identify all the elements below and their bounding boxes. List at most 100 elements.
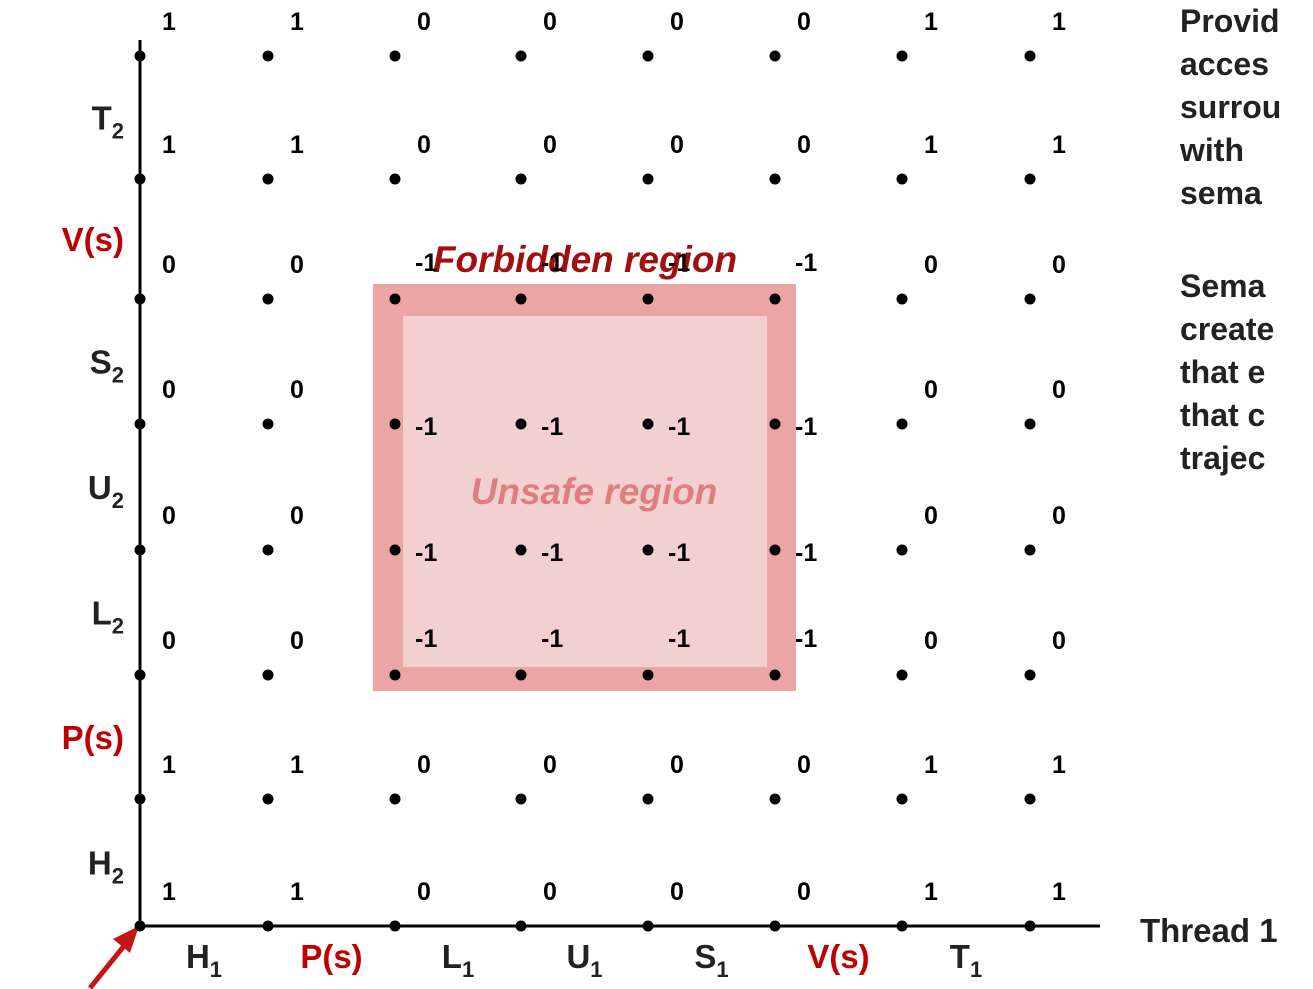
grid-value: 0 — [670, 8, 684, 36]
unsafe-region-label: Unsafe region — [471, 471, 718, 512]
grid-value: 0 — [290, 376, 304, 404]
side-line: sema — [1180, 175, 1262, 211]
x-axis-ticks: H1 P(s) L1 U1 S1 V(s) T1 — [186, 938, 982, 982]
grid-point — [1024, 50, 1036, 62]
grid-point — [389, 793, 401, 805]
side-description: Provid acces surrou with sema Sema creat… — [1180, 0, 1313, 480]
grid-value: 0 — [290, 627, 304, 655]
grid-values: 1 1 0 0 0 0 1 1 1 1 0 0 0 0 1 1 0 0 -1 -1 -1 -1 0 0 0 0 -1 -1 -1 -1 0 0… — [162, 8, 1066, 906]
grid-value: -1 — [668, 413, 690, 441]
grid-value: 1 — [290, 8, 304, 36]
grid-point — [134, 293, 146, 305]
grid-point — [769, 173, 781, 185]
grid-value: 1 — [162, 131, 176, 159]
grid-value: 1 — [1052, 751, 1066, 779]
grid-value: -1 — [668, 539, 690, 567]
y-tick-label: U2 — [88, 469, 124, 513]
grid-value: -1 — [541, 413, 563, 441]
grid-point — [896, 173, 908, 185]
grid-value: 0 — [924, 627, 938, 655]
grid-point — [769, 920, 781, 932]
grid-point — [262, 793, 274, 805]
grid-point — [389, 920, 401, 932]
grid-point — [1024, 544, 1036, 556]
grid-value: -1 — [668, 625, 690, 653]
grid-point — [1024, 173, 1036, 185]
grid-value: 1 — [290, 878, 304, 906]
grid-point — [1024, 669, 1036, 681]
grid-point — [769, 418, 781, 430]
grid-point — [896, 920, 908, 932]
grid-point — [515, 793, 527, 805]
grid-point — [515, 418, 527, 430]
x-tick-label: T1 — [950, 938, 982, 982]
unsafe-region — [403, 316, 767, 667]
grid-point — [642, 173, 654, 185]
grid-value: -1 — [795, 539, 817, 567]
grid-value: 0 — [797, 131, 811, 159]
side-line: surrou — [1180, 89, 1282, 125]
grid-value: 0 — [417, 131, 431, 159]
grid-value: 1 — [924, 878, 938, 906]
grid-point — [515, 920, 527, 932]
grid-value: 1 — [1052, 878, 1066, 906]
y-tick-label: L2 — [92, 595, 124, 639]
grid-point — [389, 544, 401, 556]
grid-value: 0 — [924, 376, 938, 404]
grid-point — [262, 920, 274, 932]
grid-point — [389, 173, 401, 185]
x-tick-label: U1 — [566, 938, 602, 982]
grid-point — [1024, 920, 1036, 932]
grid-point — [515, 173, 527, 185]
grid-point — [769, 544, 781, 556]
grid-value: -1 — [541, 625, 563, 653]
grid-point — [896, 669, 908, 681]
grid-value: 0 — [543, 131, 557, 159]
grid-value: 0 — [1052, 502, 1066, 530]
grid-point — [769, 293, 781, 305]
grid-value: 0 — [290, 251, 304, 279]
grid-value: -1 — [668, 249, 690, 277]
grid-value: 0 — [670, 878, 684, 906]
grid-point — [896, 793, 908, 805]
grid-point — [515, 293, 527, 305]
grid-point — [515, 669, 527, 681]
grid-value: 1 — [1052, 8, 1066, 36]
grid-point — [389, 669, 401, 681]
grid-value: 1 — [162, 878, 176, 906]
grid-value: 0 — [162, 251, 176, 279]
origin-arrow-icon — [88, 926, 139, 989]
grid-point — [262, 50, 274, 62]
grid-value: 0 — [417, 8, 431, 36]
grid-value: 0 — [924, 251, 938, 279]
grid-point — [769, 50, 781, 62]
paragraph-gap — [1180, 215, 1313, 265]
grid-point — [1024, 293, 1036, 305]
grid-value: 0 — [1052, 251, 1066, 279]
grid-point — [134, 418, 146, 430]
grid-point — [642, 920, 654, 932]
side-line: Sema — [1180, 268, 1266, 304]
grid-value: 0 — [924, 502, 938, 530]
grid-value: -1 — [415, 539, 437, 567]
grid-value: 0 — [1052, 376, 1066, 404]
grid-value: 0 — [797, 878, 811, 906]
grid-value: 0 — [417, 878, 431, 906]
x-tick-label: S1 — [694, 938, 728, 982]
side-line: create — [1180, 311, 1275, 347]
y-tick-label: S2 — [90, 344, 124, 388]
x-tick-label: P(s) — [300, 938, 362, 975]
grid-value: -1 — [415, 413, 437, 441]
grid-point — [262, 669, 274, 681]
grid-value: 0 — [1052, 627, 1066, 655]
grid-point — [1024, 793, 1036, 805]
grid-point — [896, 544, 908, 556]
grid-value: -1 — [795, 413, 817, 441]
grid-value: 0 — [797, 8, 811, 36]
grid-value: 1 — [924, 8, 938, 36]
grid-point — [134, 173, 146, 185]
grid-value: 0 — [162, 376, 176, 404]
grid-value: -1 — [415, 249, 437, 277]
y-axis-ticks: H2 P(s) L2 U2 S2 V(s) T2 — [62, 100, 124, 889]
